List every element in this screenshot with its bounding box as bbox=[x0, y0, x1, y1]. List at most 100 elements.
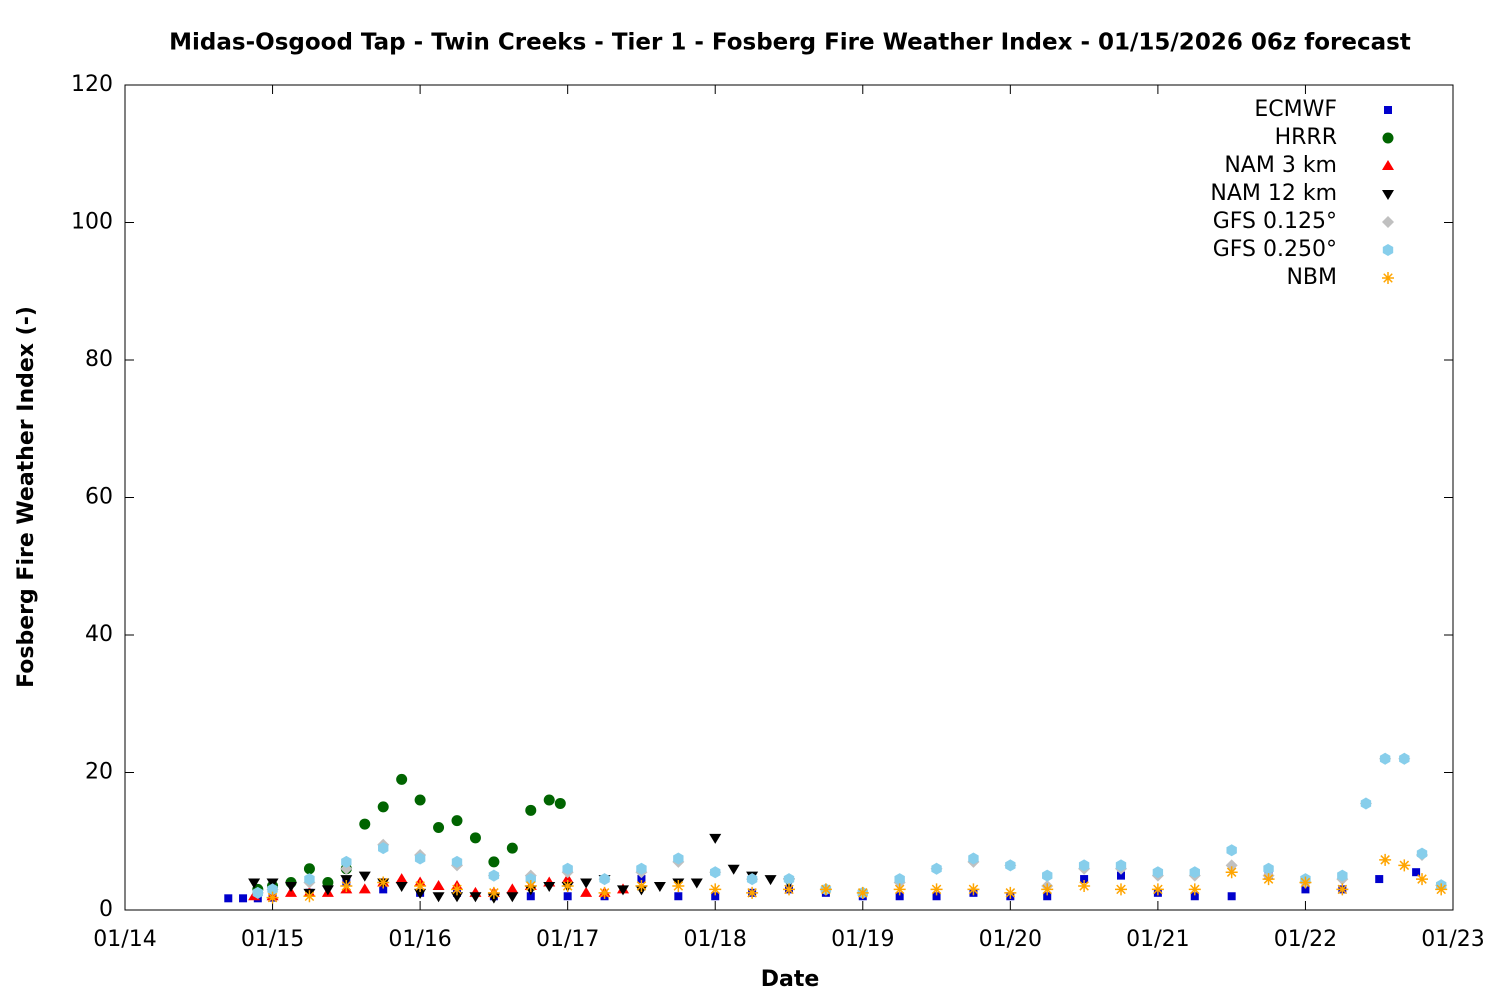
y-tick-label: 120 bbox=[71, 72, 113, 97]
point bbox=[1188, 883, 1201, 896]
point bbox=[1189, 866, 1200, 879]
point bbox=[895, 892, 904, 901]
point bbox=[414, 879, 427, 892]
point bbox=[819, 883, 832, 896]
point bbox=[451, 892, 463, 903]
point bbox=[358, 883, 371, 894]
point bbox=[1117, 871, 1125, 880]
point bbox=[563, 892, 572, 901]
x-tick-label: 01/18 bbox=[684, 927, 747, 952]
point bbox=[1375, 875, 1384, 884]
point bbox=[303, 863, 315, 875]
point bbox=[1435, 883, 1448, 896]
y-axis-label: Fosberg Fire Weather Index (-) bbox=[14, 306, 39, 688]
legend-marker bbox=[1382, 216, 1394, 228]
point bbox=[433, 822, 445, 833]
point bbox=[1336, 883, 1349, 896]
legend-marker bbox=[1382, 244, 1394, 256]
point bbox=[1299, 876, 1312, 889]
point bbox=[554, 797, 566, 809]
point bbox=[1416, 847, 1428, 860]
point bbox=[321, 885, 334, 896]
point bbox=[1225, 866, 1238, 879]
y-tick-label: 40 bbox=[85, 622, 113, 647]
point bbox=[1412, 868, 1421, 877]
point bbox=[1190, 892, 1199, 901]
point bbox=[1080, 875, 1089, 884]
x-tick-label: 01/22 bbox=[1274, 927, 1337, 952]
point bbox=[1226, 844, 1237, 857]
point bbox=[709, 883, 722, 896]
point bbox=[1262, 873, 1275, 886]
point bbox=[248, 878, 261, 889]
x-tick-label: 01/15 bbox=[241, 927, 304, 952]
x-axis-label: Date bbox=[761, 967, 820, 992]
point bbox=[562, 862, 573, 875]
point bbox=[303, 890, 316, 903]
point bbox=[414, 888, 427, 899]
point bbox=[239, 894, 248, 903]
point bbox=[561, 879, 574, 892]
x-tick-label: 01/23 bbox=[1421, 927, 1484, 952]
point bbox=[414, 794, 426, 806]
point bbox=[285, 881, 297, 892]
point bbox=[414, 852, 426, 865]
point bbox=[856, 886, 869, 899]
point bbox=[1115, 883, 1127, 896]
point bbox=[341, 855, 352, 868]
point bbox=[1043, 892, 1052, 901]
point bbox=[1078, 859, 1090, 872]
point bbox=[506, 842, 518, 854]
point bbox=[1041, 883, 1054, 896]
point bbox=[783, 883, 795, 896]
x-tick-label: 01/14 bbox=[93, 927, 156, 952]
point bbox=[764, 875, 777, 886]
point bbox=[727, 864, 740, 875]
point bbox=[224, 894, 233, 903]
point bbox=[709, 833, 722, 844]
point bbox=[322, 877, 334, 888]
point bbox=[1379, 853, 1392, 866]
point bbox=[635, 879, 648, 892]
point bbox=[524, 879, 537, 892]
point bbox=[543, 881, 556, 892]
y-tick-label: 100 bbox=[71, 210, 113, 235]
point bbox=[1227, 892, 1236, 901]
x-tick-label: 01/16 bbox=[388, 927, 451, 952]
point bbox=[377, 876, 390, 889]
point bbox=[1379, 752, 1391, 765]
point bbox=[526, 892, 535, 901]
legend-label: NAM 12 km bbox=[1210, 181, 1337, 206]
point bbox=[451, 883, 463, 896]
point bbox=[378, 842, 389, 855]
point bbox=[598, 886, 611, 899]
legend-label: GFS 0.125° bbox=[1213, 209, 1337, 234]
point bbox=[932, 892, 941, 901]
legend-label: NAM 3 km bbox=[1224, 153, 1337, 178]
point bbox=[636, 862, 647, 875]
x-tick-label: 01/20 bbox=[979, 927, 1042, 952]
point bbox=[580, 886, 593, 897]
point bbox=[1360, 797, 1372, 810]
point bbox=[451, 855, 463, 868]
point bbox=[967, 883, 980, 896]
point bbox=[746, 873, 758, 886]
point bbox=[710, 866, 721, 879]
legend-label: ECMWF bbox=[1254, 97, 1337, 122]
point bbox=[1005, 859, 1016, 872]
point bbox=[432, 879, 445, 890]
point bbox=[1151, 883, 1164, 896]
legend-label: NBM bbox=[1286, 265, 1337, 290]
point bbox=[487, 886, 500, 899]
point bbox=[267, 883, 278, 896]
y-tick-label: 0 bbox=[99, 897, 113, 922]
point bbox=[1337, 869, 1348, 882]
legend-label: HRRR bbox=[1275, 125, 1337, 150]
point bbox=[617, 885, 629, 896]
point bbox=[469, 832, 481, 844]
point bbox=[340, 879, 353, 892]
point bbox=[1301, 885, 1310, 894]
point bbox=[1416, 873, 1429, 886]
point bbox=[968, 852, 979, 865]
